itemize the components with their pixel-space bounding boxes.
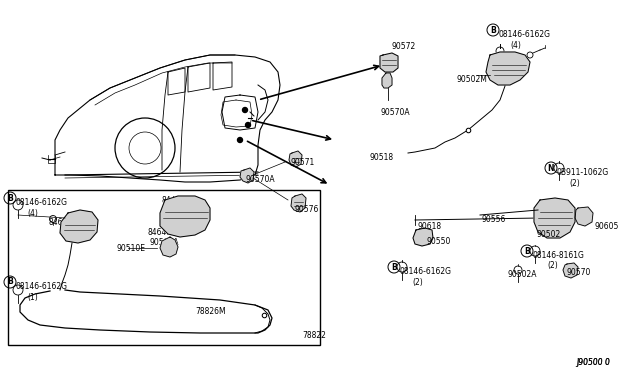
Text: 90576: 90576 (295, 205, 319, 214)
Polygon shape (413, 228, 433, 246)
Text: (2): (2) (412, 278, 423, 287)
Text: 84649: 84649 (148, 228, 172, 237)
Text: 90502M: 90502M (457, 75, 488, 84)
Text: 90508A: 90508A (149, 238, 179, 247)
Text: 08146-6162G: 08146-6162G (499, 30, 551, 39)
Text: 0B911-1062G: 0B911-1062G (557, 168, 609, 177)
Text: (2): (2) (569, 179, 580, 188)
Text: N: N (548, 164, 554, 173)
Text: J90500 0: J90500 0 (576, 358, 610, 367)
Text: 90571: 90571 (291, 158, 316, 167)
Text: 90550: 90550 (427, 237, 451, 246)
Polygon shape (240, 168, 254, 183)
Polygon shape (382, 73, 392, 88)
Text: (2): (2) (547, 261, 557, 270)
Polygon shape (160, 237, 178, 257)
Circle shape (246, 122, 250, 128)
Text: 90618: 90618 (418, 222, 442, 231)
Text: 08146-6162G: 08146-6162G (15, 282, 67, 291)
Polygon shape (486, 52, 530, 85)
Circle shape (243, 108, 248, 112)
Text: 90502A: 90502A (508, 270, 538, 279)
Text: 90605: 90605 (595, 222, 620, 231)
Text: 84442N: 84442N (162, 196, 192, 205)
Text: 90502: 90502 (537, 230, 561, 239)
Polygon shape (60, 210, 98, 243)
Text: B: B (490, 26, 496, 35)
Text: 78826M: 78826M (195, 307, 226, 316)
Text: 90510E: 90510E (116, 244, 145, 253)
Text: B: B (524, 247, 530, 256)
Bar (8, 190, 320, 345)
Text: 90570A: 90570A (381, 108, 411, 117)
Text: J90500 0: J90500 0 (576, 358, 610, 367)
Text: 90572: 90572 (392, 42, 416, 51)
Polygon shape (575, 207, 593, 226)
Text: 90556: 90556 (482, 215, 506, 224)
Text: 08146-6162G: 08146-6162G (400, 267, 452, 276)
Polygon shape (160, 196, 210, 237)
Text: 08146-8161G: 08146-8161G (533, 251, 585, 260)
Text: 78822: 78822 (302, 331, 326, 340)
Text: (1): (1) (27, 293, 38, 302)
Polygon shape (289, 151, 302, 167)
Text: 90570A: 90570A (245, 175, 275, 184)
Text: (4): (4) (510, 41, 521, 50)
Text: B: B (391, 263, 397, 272)
Circle shape (237, 138, 243, 142)
Polygon shape (534, 198, 575, 238)
Text: B: B (7, 278, 13, 286)
Polygon shape (563, 263, 578, 278)
Text: 90570: 90570 (567, 268, 591, 277)
Polygon shape (291, 194, 306, 212)
Text: 90518: 90518 (370, 153, 394, 162)
Text: B: B (7, 193, 13, 202)
Text: 84640P: 84640P (48, 218, 77, 227)
Polygon shape (380, 53, 398, 72)
Text: 08146-6162G: 08146-6162G (15, 198, 67, 207)
Text: (4): (4) (27, 209, 38, 218)
